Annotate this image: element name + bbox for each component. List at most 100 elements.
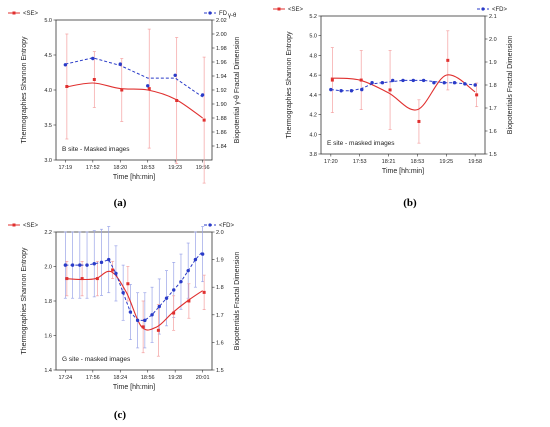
- legend-fd-label: <FD>: [492, 7, 508, 13]
- x-tick-label: 17:19: [58, 165, 72, 171]
- y-left-tick-label: 2.2: [44, 230, 52, 236]
- plot-frame: [320, 15, 486, 155]
- se-point: [475, 93, 479, 97]
- se-point: [65, 85, 69, 88]
- y-left-tick-label: 2.0: [44, 265, 52, 271]
- se-point: [417, 119, 421, 123]
- fd-point: [473, 83, 477, 87]
- legend-se-label: <SE>: [23, 223, 39, 229]
- y-right-axis-label: Biopotentials Fractal Dimension: [234, 252, 241, 351]
- se-point: [388, 88, 392, 92]
- y-right-tick-label: 1.9: [216, 258, 224, 264]
- y-right-tick-label: 1.96: [216, 60, 227, 66]
- se-point: [330, 78, 334, 82]
- x-tick-label: 18:56: [141, 375, 155, 381]
- y-left-tick-label: 4.8: [309, 53, 317, 59]
- fd-point: [78, 263, 82, 267]
- chart-panel-a: 17:19 17:52 18:20 18:53 19:23 19:56 3.0 3.5 4.0 4…: [8, 11, 241, 209]
- x-axis-label: Time [hh:min]: [113, 174, 155, 181]
- fd-point: [63, 263, 68, 267]
- panel-label: (a): [114, 197, 127, 209]
- fd-point: [380, 81, 385, 85]
- se-point: [111, 268, 115, 272]
- fd-point: [91, 56, 95, 61]
- se-point: [141, 325, 145, 329]
- x-tick-label: 18:21: [382, 159, 396, 165]
- y-left-tick-label: 3.8: [309, 152, 317, 158]
- se-point: [120, 88, 124, 92]
- fd-point: [150, 313, 154, 317]
- fd-point: [463, 82, 467, 86]
- se-point: [65, 277, 69, 281]
- y-left-tick-label: 1.4: [44, 368, 52, 374]
- y-right-tick-label: 2.1: [489, 14, 497, 20]
- fd-point: [193, 257, 198, 262]
- y-left-tick-label: 4.5: [44, 53, 52, 59]
- x-axis-label: Time [hh:min]: [113, 384, 155, 391]
- site-annotation: B site - Masked images: [62, 146, 130, 153]
- panel-label: (b): [403, 197, 417, 209]
- y-right-tick-label: 1.7: [216, 313, 224, 319]
- se-point: [446, 58, 450, 62]
- fd-point: [63, 63, 68, 67]
- se-point: [156, 328, 160, 332]
- fd-point: [114, 271, 118, 276]
- x-tick-label: 18:53: [411, 159, 425, 165]
- x-tick-label: 17:53: [353, 159, 367, 165]
- y-right-tick-label: 1.86: [216, 130, 227, 136]
- y-right-tick-label: 1.92: [216, 88, 227, 94]
- fd-point: [339, 89, 343, 93]
- fd-point: [135, 318, 140, 323]
- y-right-tick-label: 2.0: [489, 37, 497, 43]
- fd-point: [146, 84, 150, 88]
- y-left-tick-label: 3.0: [44, 158, 52, 164]
- fd-point: [432, 81, 436, 85]
- y-right-tick-label: 1.9: [489, 60, 497, 66]
- y-right-tick-label: 1.7: [489, 106, 497, 112]
- site-annotation: G site - masked images: [62, 356, 131, 363]
- se-point: [147, 87, 151, 91]
- se-point: [126, 282, 130, 286]
- se-series-line: [65, 270, 203, 331]
- y-right-tick-label: 2.00: [216, 32, 227, 38]
- fd-point: [370, 81, 374, 85]
- y-right-tick-label: 1.84: [216, 144, 227, 150]
- fd-point: [70, 263, 75, 267]
- x-tick-label: 18:24: [113, 375, 127, 381]
- y-left-axis-label: Thermographies Shannon Entropy: [286, 31, 293, 139]
- y-left-tick-label: 5.0: [44, 18, 52, 24]
- fd-point: [157, 304, 161, 309]
- se-point: [187, 299, 191, 303]
- y-right-tick-label: 1.90: [216, 102, 227, 108]
- y-right-tick-label: 1.94: [216, 74, 227, 80]
- fd-point: [360, 87, 364, 92]
- fd-point: [173, 73, 177, 78]
- se-point: [80, 277, 84, 281]
- y-right-tick-label: 1.5: [489, 152, 497, 158]
- legend-fd-marker: [208, 11, 212, 15]
- legend-se-label: <SE>: [23, 11, 39, 17]
- se-point: [359, 78, 363, 82]
- chart-panel-c: 17:24 17:56 18:24 18:56 19:28 20:01 1.4 1.6 1.8 2…: [8, 223, 241, 421]
- legend-fd-subscript: γ-θ: [228, 13, 237, 19]
- fd-point: [121, 291, 125, 295]
- y-right-tick-label: 2.02: [216, 18, 227, 24]
- x-tick-label: 17:20: [324, 159, 338, 165]
- y-right-axis-label: Biopotentials Fractal Dimension: [507, 36, 514, 135]
- x-tick-label: 17:24: [58, 375, 72, 381]
- fd-point: [172, 288, 176, 292]
- fd-point: [92, 262, 96, 266]
- fd-point: [143, 318, 147, 323]
- fd-point: [179, 279, 183, 284]
- fd-point: [107, 257, 111, 262]
- y-left-axis-label: Thermographies Shannon Entropy: [21, 36, 28, 144]
- se-point: [175, 99, 179, 102]
- fd-series-line: [330, 79, 476, 92]
- legend-se-marker: [12, 223, 16, 227]
- y-right-tick-label: 1.8: [489, 83, 497, 89]
- y-left-tick-label: 3.5: [44, 123, 52, 129]
- fd-point: [452, 81, 457, 85]
- site-annotation: E site - masked images: [327, 140, 395, 147]
- x-tick-label: 20:01: [196, 375, 210, 381]
- se-point: [202, 118, 206, 122]
